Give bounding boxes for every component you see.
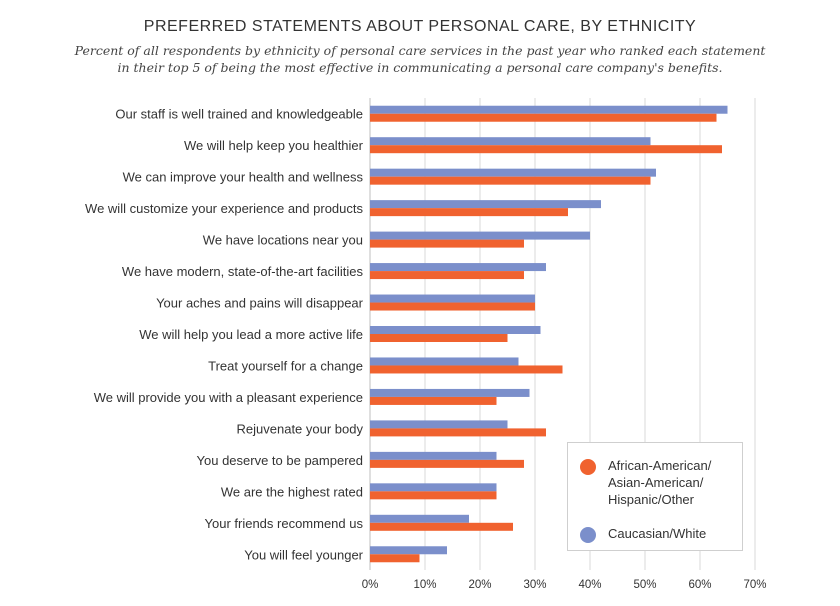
x-tick-label: 0% — [362, 579, 379, 591]
legend-swatch-blue-icon — [580, 527, 596, 543]
bar-african-american — [370, 428, 546, 437]
bar-caucasian — [370, 294, 535, 303]
x-tick-label: 60% — [688, 579, 711, 591]
category-labels: Our staff is well trained and knowledgea… — [85, 107, 364, 563]
category-label: We will help keep you healthier — [184, 138, 364, 153]
x-tick-label: 50% — [633, 579, 656, 591]
bar-african-american — [370, 176, 651, 185]
bars — [370, 105, 728, 563]
x-tick-label: 10% — [413, 579, 436, 591]
legend-label: Caucasian/White — [608, 526, 707, 541]
bar-african-american — [370, 522, 513, 531]
bar-caucasian — [370, 420, 508, 429]
legend-label-line-1: African-American/ — [608, 458, 712, 473]
legend-swatch-orange-icon — [580, 459, 596, 475]
bar-caucasian — [370, 326, 541, 334]
bar-african-american — [370, 145, 722, 154]
category-label: Your friends recommend us — [205, 516, 364, 531]
bar-african-american — [370, 208, 568, 217]
bar-caucasian — [370, 263, 546, 272]
bar-african-american — [370, 491, 497, 500]
bar-caucasian — [370, 168, 656, 177]
category-label: Rejuvenate your body — [237, 421, 364, 436]
bar-african-american — [370, 302, 535, 311]
bar-caucasian — [370, 200, 601, 209]
x-tick-labels: 0% 10% 20% 30% 40% 50% 60% 70% — [362, 579, 767, 591]
bar-african-american — [370, 396, 497, 405]
x-tick-label: 40% — [578, 579, 601, 591]
category-label: Our staff is well trained and knowledgea… — [115, 107, 363, 122]
x-tick-label: 20% — [468, 579, 491, 591]
category-label: You deserve to be pampered — [197, 453, 363, 468]
x-tick-label: 70% — [743, 579, 766, 591]
category-label: We will customize your experience and pr… — [85, 201, 363, 216]
bar-caucasian — [370, 388, 530, 397]
bar-caucasian — [370, 231, 590, 240]
bar-caucasian — [370, 105, 728, 114]
bar-caucasian — [370, 514, 469, 523]
category-label: We can improve your health and wellness — [123, 170, 364, 185]
legend-label-line-2: Asian-American/ — [608, 475, 704, 490]
chart-subtitle: Percent of all respondents by ethnicity … — [60, 42, 780, 76]
bar-caucasian — [370, 137, 651, 146]
bar-caucasian — [370, 546, 447, 555]
bar-african-american — [370, 271, 524, 280]
category-label: Treat yourself for a change — [208, 358, 363, 373]
category-label: We will provide you with a pleasant expe… — [94, 390, 363, 405]
bar-african-american — [370, 239, 524, 248]
category-label: We have locations near you — [203, 233, 363, 248]
bar-african-american — [370, 554, 420, 563]
subtitle-line-2: in their top 5 of being the most effecti… — [117, 60, 723, 75]
legend-item-caucasian: Caucasian/White — [580, 525, 736, 543]
bar-african-american — [370, 459, 524, 468]
category-label: You will feel younger — [244, 547, 363, 562]
legend-label-line-3: Hispanic/Other — [608, 492, 694, 507]
category-label: We will help you lead a more active life — [139, 327, 363, 342]
bar-caucasian — [370, 483, 497, 492]
bar-african-american — [370, 334, 508, 342]
category-label: We have modern, state-of-the-art facilit… — [122, 264, 364, 279]
legend-item-african-american: African-American/ Asian-American/ Hispan… — [580, 457, 736, 508]
bar-caucasian — [370, 357, 519, 366]
bar-african-american — [370, 365, 563, 374]
category-label: We are the highest rated — [221, 484, 363, 499]
chart-title: PREFERRED STATEMENTS ABOUT PERSONAL CARE… — [143, 18, 697, 35]
bar-african-american — [370, 113, 717, 122]
legend: African-American/ Asian-American/ Hispan… — [567, 442, 743, 551]
x-tick-label: 30% — [523, 579, 546, 591]
subtitle-line-1: Percent of all respondents by ethnicity … — [74, 43, 766, 58]
bar-caucasian — [370, 451, 497, 460]
category-label: Your aches and pains will disappear — [156, 296, 364, 311]
